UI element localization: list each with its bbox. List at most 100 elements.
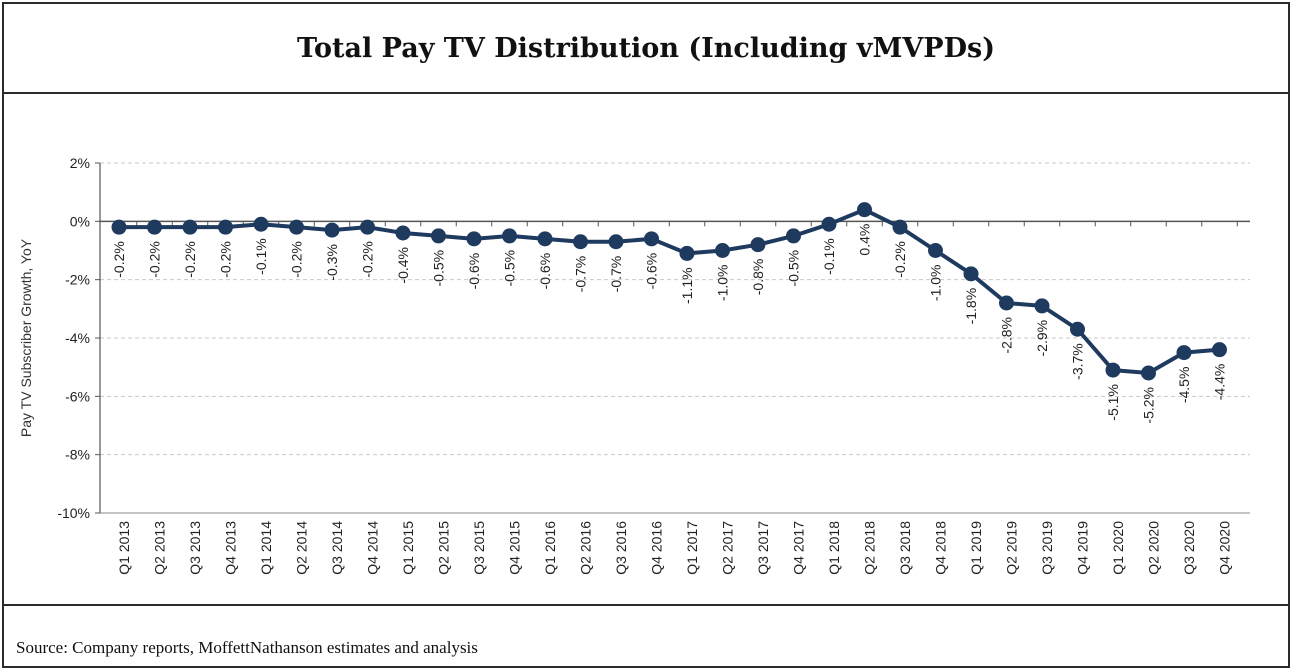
data-point [1034, 298, 1050, 314]
x-tick-label: Q3 2016 [613, 521, 629, 575]
y-tick-label: -10% [57, 505, 90, 521]
y-tick-label: 0% [70, 213, 90, 229]
y-tick-label: -4% [65, 330, 90, 346]
data-label: -1.0% [715, 265, 731, 302]
data-label: -0.2% [147, 241, 163, 278]
data-point [608, 234, 624, 250]
data-point [573, 234, 588, 250]
source-note: Source: Company reports, MoffettNathanso… [16, 638, 478, 657]
x-tick-label: Q2 2018 [862, 521, 878, 575]
chart-title: Total Pay TV Distribution (Including vMV… [297, 32, 995, 64]
data-label: -4.4% [1212, 364, 1228, 401]
data-label: -5.2% [1141, 387, 1157, 424]
x-tick-label: Q3 2018 [897, 521, 913, 575]
data-point [324, 222, 340, 238]
x-tick-label: Q4 2016 [649, 521, 665, 575]
data-label: -0.5% [502, 250, 518, 287]
data-point [360, 219, 375, 235]
x-tick-label: Q4 2013 [223, 521, 239, 575]
data-point [218, 219, 233, 235]
x-tick-label: Q1 2014 [258, 521, 274, 575]
data-point [715, 243, 730, 258]
data-points [111, 202, 1227, 381]
x-tick-label: Q1 2019 [968, 521, 984, 575]
x-tick-label: Q4 2019 [1075, 521, 1091, 575]
axes [95, 162, 1250, 514]
x-tick-label: Q4 2017 [791, 521, 807, 575]
data-point [1212, 342, 1227, 358]
x-tick-label: Q1 2018 [826, 521, 842, 575]
title-band: Total Pay TV Distribution (Including vMV… [4, 4, 1288, 94]
data-label: -0.6% [537, 253, 553, 290]
x-tick-label: Q2 2013 [152, 521, 168, 575]
data-point [395, 225, 411, 241]
data-label: -0.7% [573, 256, 589, 293]
data-label: -5.1% [1105, 384, 1121, 421]
x-tick-label: Q3 2013 [187, 521, 203, 575]
data-label: -0.3% [324, 244, 340, 281]
data-label: -0.2% [182, 241, 198, 278]
data-point [289, 219, 304, 235]
data-point [644, 231, 659, 247]
data-label: -0.1% [253, 238, 269, 275]
data-label: -0.5% [431, 250, 447, 287]
x-tick-label: Q4 2018 [933, 521, 949, 575]
data-label: -4.5% [1176, 367, 1192, 404]
data-point [857, 202, 872, 218]
y-tick-labels: 2% 0% -2% -4% -6% -8% -10% [57, 155, 90, 521]
data-label: -1.8% [963, 288, 979, 325]
data-label: -0.4% [395, 247, 411, 284]
x-tick-labels: Q1 2013 Q2 2013 Q3 2013 Q4 2013 Q1 2014 Q2 20… [116, 521, 1233, 575]
data-point [253, 216, 269, 232]
x-tick-label: Q3 2017 [755, 521, 771, 575]
data-label: -0.7% [608, 256, 624, 293]
data-label: -0.5% [786, 250, 802, 287]
x-tick-label: Q1 2016 [542, 521, 558, 575]
data-point [431, 228, 446, 244]
y-tick-label: -6% [65, 388, 90, 404]
data-label: -3.7% [1070, 343, 1086, 380]
data-labels: -0.2% -0.2% -0.2% -0.2% -0.1% -0.2% -0.3% -0.2%… [111, 224, 1228, 424]
x-tick-label: Q2 2016 [578, 521, 594, 575]
data-point [750, 237, 766, 253]
data-point [1141, 365, 1156, 381]
data-point [821, 216, 837, 232]
data-label: -0.2% [218, 241, 234, 278]
data-point [928, 243, 943, 258]
y-axis-label: Pay TV Subscriber Growth, YoY [18, 238, 34, 437]
data-point [537, 231, 553, 247]
x-tick-label: Q4 2014 [365, 521, 381, 575]
data-point [1070, 321, 1085, 337]
data-label: -0.2% [892, 241, 908, 278]
data-point [502, 228, 517, 244]
x-tick-label: Q1 2017 [684, 521, 700, 575]
data-label: -0.6% [644, 253, 660, 290]
data-label: -1.0% [928, 265, 944, 302]
data-point [892, 219, 908, 235]
x-tick-label: Q2 2015 [436, 521, 452, 575]
x-tick-label: Q3 2019 [1039, 521, 1055, 575]
y-tick-label: -2% [65, 272, 90, 288]
data-point [1105, 362, 1121, 378]
data-point [679, 245, 695, 261]
x-tick-label: Q1 2013 [116, 521, 132, 575]
data-label: -0.2% [111, 241, 127, 278]
data-point [786, 228, 801, 244]
x-tick-label: Q2 2019 [1004, 521, 1020, 575]
data-point [963, 266, 979, 282]
x-tick-label: Q3 2014 [329, 521, 345, 575]
x-tick-label: Q4 2015 [507, 521, 523, 575]
data-point [466, 231, 482, 247]
data-point [999, 295, 1014, 311]
data-label: -0.2% [289, 241, 305, 278]
data-label: -1.1% [679, 267, 695, 304]
y-tick-label: 2% [70, 155, 90, 171]
data-point [111, 219, 127, 235]
x-tick-label: Q3 2015 [471, 521, 487, 575]
data-label: -0.8% [750, 259, 766, 296]
data-point [147, 219, 162, 235]
x-tick-label: Q2 2017 [720, 521, 736, 575]
x-tick-label: Q2 2014 [294, 521, 310, 575]
